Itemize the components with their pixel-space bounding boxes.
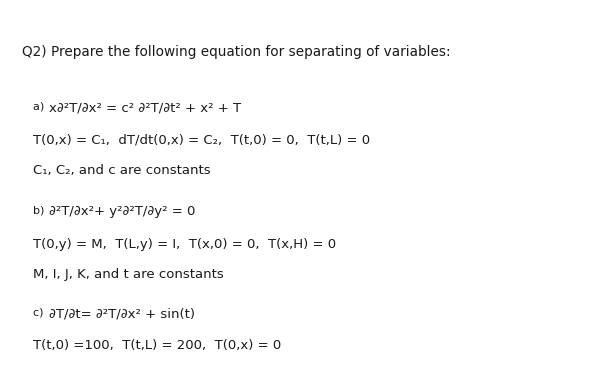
Text: ∂T/∂t= ∂²T/∂x² + sin(t): ∂T/∂t= ∂²T/∂x² + sin(t) [49,307,195,320]
Text: T(0,y) = M,  T(L,y) = I,  T(x,0) = 0,  T(x,H) = 0: T(0,y) = M, T(L,y) = I, T(x,0) = 0, T(x,… [33,238,336,250]
Text: C₁, C₂, and c are constants: C₁, C₂, and c are constants [33,164,210,177]
Text: Q2) Prepare the following equation for separating of variables:: Q2) Prepare the following equation for s… [22,45,451,59]
Text: ∂²T/∂x²+ y²∂²T/∂y² = 0: ∂²T/∂x²+ y²∂²T/∂y² = 0 [49,205,196,218]
Text: a): a) [33,102,47,112]
Text: x∂²T/∂x² = c² ∂²T/∂t² + x² + T: x∂²T/∂x² = c² ∂²T/∂t² + x² + T [49,102,241,115]
Text: b): b) [33,205,47,216]
Text: M, I, J, K, and t are constants: M, I, J, K, and t are constants [33,268,223,280]
Text: c): c) [33,307,47,317]
Text: T(t,0) =100,  T(t,L) = 200,  T(0,x) = 0: T(t,0) =100, T(t,L) = 200, T(0,x) = 0 [33,339,281,352]
Text: T(0,x) = C₁,  dT/dt(0,x) = C₂,  T(t,0) = 0,  T(t,L) = 0: T(0,x) = C₁, dT/dt(0,x) = C₂, T(t,0) = 0… [33,134,369,147]
